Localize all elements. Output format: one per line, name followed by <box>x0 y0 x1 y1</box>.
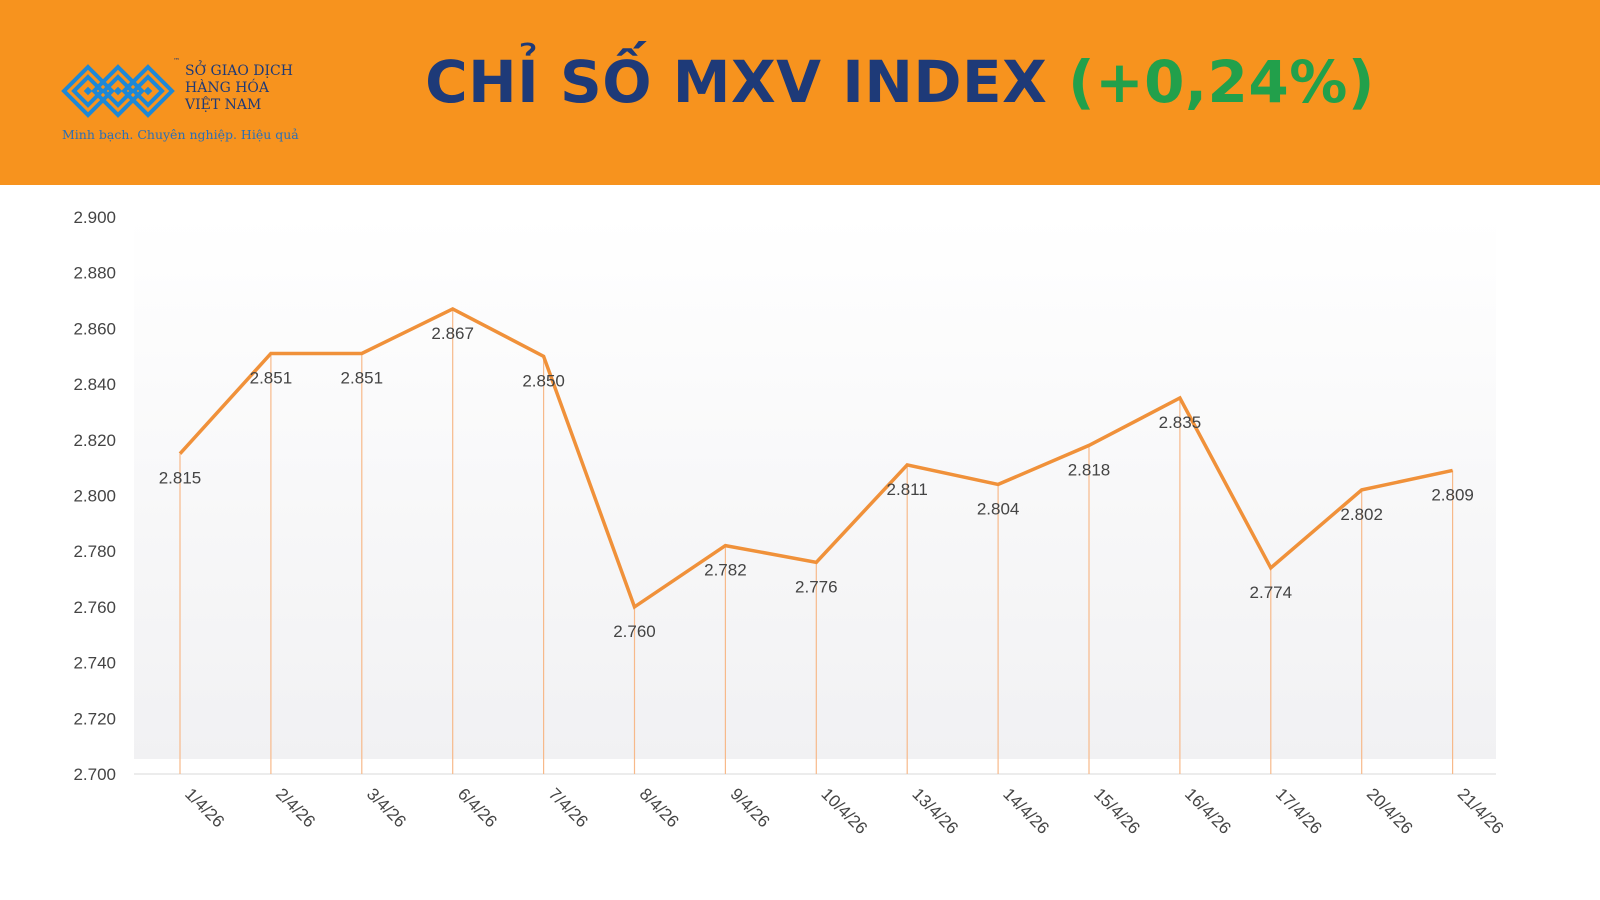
x-tick-label: 8/4/26 <box>636 784 683 831</box>
y-tick-label: 2.880 <box>73 264 116 283</box>
x-tick-label: 16/4/26 <box>1181 784 1235 838</box>
y-tick-label: 2.740 <box>73 654 116 673</box>
data-label: 2.774 <box>1250 583 1293 602</box>
logo-tagline: Minh bạch. Chuyên nghiệp. Hiệu quả <box>62 127 299 142</box>
y-tick-label: 2.700 <box>73 765 116 784</box>
data-label: 2.818 <box>1068 460 1111 479</box>
data-labels: 2.815 2.851 2.851 2.867 2.850 2.760 2.782 2.776… <box>159 324 1474 641</box>
logo: SỞ GIAO DỊCH HÀNG HÓA VIỆT NAM ™ Minh bạ… <box>60 55 320 155</box>
x-tick-label: 17/4/26 <box>1272 784 1326 838</box>
data-label: 2.867 <box>431 324 474 343</box>
y-tick-label: 2.820 <box>73 431 116 450</box>
logo-org-line3: VIỆT NAM <box>185 97 262 113</box>
data-label: 2.835 <box>1159 413 1202 432</box>
data-label: 2.782 <box>704 561 747 580</box>
data-label: 2.804 <box>977 499 1020 518</box>
x-tick-label: 9/4/26 <box>727 784 774 831</box>
y-axis: 2.700 2.720 2.740 2.760 2.780 2.800 2.820 2.840… <box>73 208 116 784</box>
y-tick-label: 2.860 <box>73 319 116 338</box>
drop-lines <box>179 308 1454 774</box>
x-tick-label: 20/4/26 <box>1363 784 1417 838</box>
y-tick-label: 2.800 <box>73 487 116 506</box>
x-tick-label: 21/4/26 <box>1454 784 1508 838</box>
mxv-logo-icon <box>61 64 175 118</box>
x-tick-label: 6/4/26 <box>454 784 501 831</box>
series-line <box>178 306 1453 610</box>
title-change: (+0,24%) <box>1068 48 1375 116</box>
data-label: 2.809 <box>1431 485 1474 504</box>
header-banner: SỞ GIAO DỊCH HÀNG HÓA VIỆT NAM ™ Minh bạ… <box>0 0 1600 185</box>
x-tick-label: 7/4/26 <box>545 784 592 831</box>
data-label: 2.760 <box>613 622 656 641</box>
logo-trademark: ™ <box>173 57 180 65</box>
x-tick-label: 10/4/26 <box>817 784 871 838</box>
data-label: 2.811 <box>887 480 928 499</box>
y-tick-label: 2.780 <box>73 542 116 561</box>
data-label: 2.851 <box>341 368 384 387</box>
x-tick-label: 15/4/26 <box>1090 784 1144 838</box>
data-label: 2.802 <box>1340 505 1383 524</box>
y-tick-label: 2.720 <box>73 709 116 728</box>
data-label: 2.815 <box>159 469 202 488</box>
x-tick-label: 3/4/26 <box>363 784 410 831</box>
y-tick-label: 2.900 <box>73 208 116 227</box>
y-tick-label: 2.840 <box>73 375 116 394</box>
y-tick-label: 2.760 <box>73 598 116 617</box>
title-main: CHỈ SỐ MXV INDEX <box>425 48 1048 116</box>
logo-org-line2: HÀNG HÓA <box>185 80 269 96</box>
data-label: 2.851 <box>250 368 293 387</box>
x-tick-label: 2/4/26 <box>272 784 319 831</box>
x-tick-label: 1/4/26 <box>181 784 228 831</box>
x-axis: 1/4/26 2/4/26 3/4/26 6/4/26 7/4/26 8/4/26 9/4/… <box>181 784 1507 838</box>
x-tick-label: 14/4/26 <box>999 784 1053 838</box>
page-title: CHỈ SỐ MXV INDEX (+0,24%) <box>0 48 1600 116</box>
logo-org-line1: SỞ GIAO DỊCH <box>185 63 293 79</box>
data-label: 2.850 <box>522 371 565 390</box>
line-chart: 2.700 2.720 2.740 2.760 2.780 2.800 2.820 2.840… <box>73 208 1507 838</box>
logo-org-name: SỞ GIAO DỊCH HÀNG HÓA VIỆT NAM <box>185 63 293 114</box>
x-tick-label: 13/4/26 <box>908 784 962 838</box>
plot-area <box>134 215 1496 759</box>
data-label: 2.776 <box>795 577 838 596</box>
